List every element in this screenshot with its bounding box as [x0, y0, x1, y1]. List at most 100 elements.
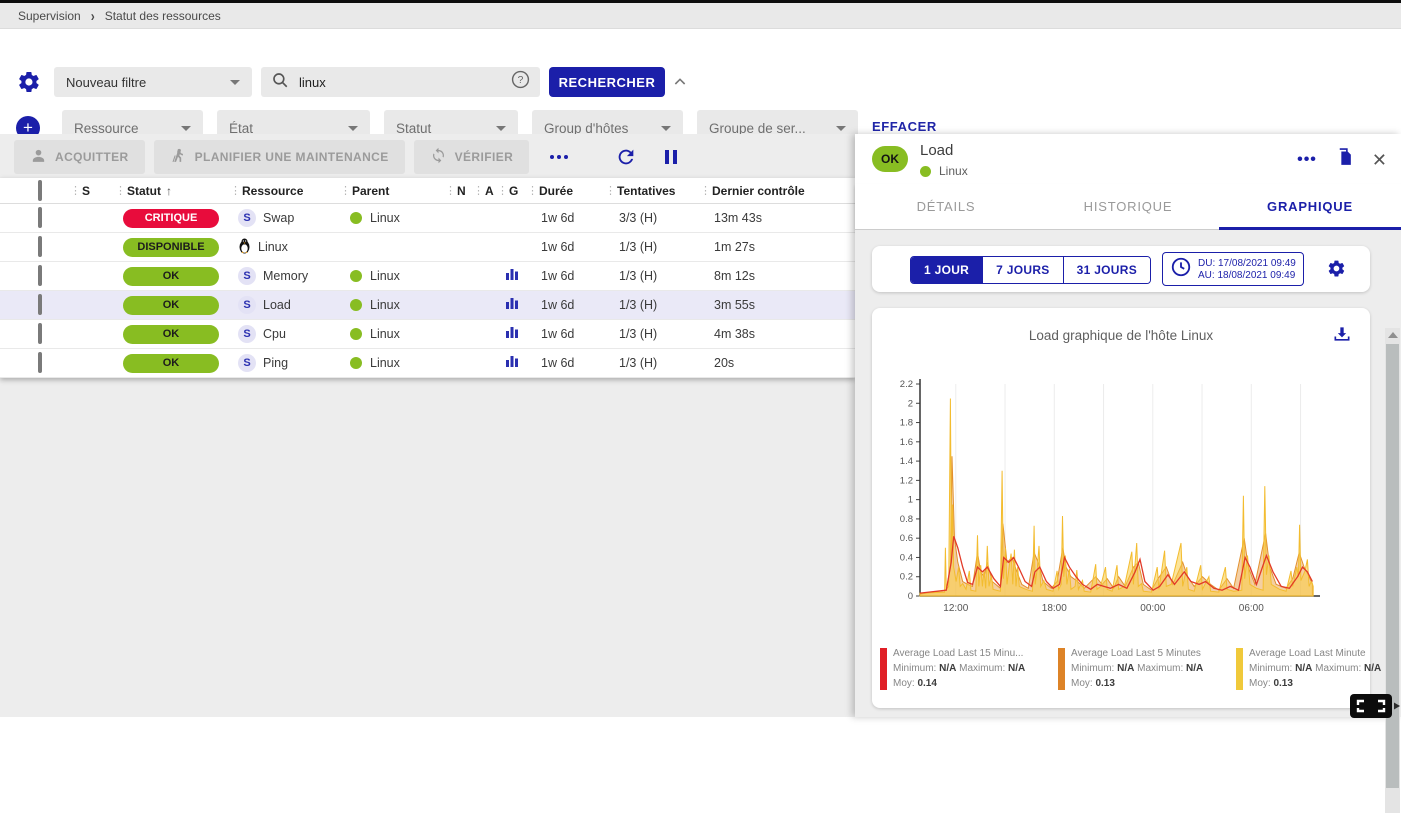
parent-cell[interactable]: Linux	[340, 356, 445, 370]
breadcrumb-item-supervision[interactable]: Supervision	[18, 8, 81, 23]
graph-icon[interactable]	[505, 296, 519, 315]
drag-handle-icon[interactable]: ⋮	[70, 185, 81, 197]
drag-handle-icon[interactable]: ⋮	[700, 185, 711, 197]
legend-item[interactable]: Average Load Last Minute Minimum: N/A Max…	[1236, 646, 1401, 691]
panel-scrollbar[interactable]	[1385, 328, 1400, 813]
drag-handle-icon[interactable]: ⋮	[497, 185, 508, 197]
time-button-1-jour[interactable]: 1 JOUR	[911, 257, 984, 283]
person-icon	[30, 147, 47, 167]
resource-cell[interactable]: S Cpu	[230, 325, 340, 343]
panel-more-icon[interactable]: •••	[1297, 150, 1317, 168]
parent-cell[interactable]: Linux	[340, 211, 445, 225]
tab-graphique[interactable]: GRAPHIQUE	[1219, 184, 1401, 230]
graph-icon[interactable]	[505, 267, 519, 286]
scrollbar-thumb[interactable]	[1386, 344, 1399, 788]
resource-cell[interactable]: S Swap	[230, 209, 340, 227]
chevron-down-icon	[496, 125, 506, 131]
tries-cell: 3/3 (H)	[619, 211, 658, 225]
breadcrumb-item-resources[interactable]: Statut des ressources	[104, 8, 221, 23]
column-header[interactable]: ⋮ Ressource	[230, 183, 304, 198]
resource-cell[interactable]: S Load	[230, 296, 340, 314]
legend-swatch	[1236, 648, 1243, 690]
check-button[interactable]: VÉRIFIER	[413, 140, 530, 174]
tab-détails[interactable]: DÉTAILS	[916, 199, 976, 214]
time-button-7-jours[interactable]: 7 JOURS	[983, 257, 1064, 283]
row-checkbox[interactable]	[38, 352, 42, 373]
status-chip[interactable]: OK	[123, 324, 219, 344]
graph-icon[interactable]	[505, 325, 519, 344]
status-chip[interactable]: DISPONIBLE	[123, 237, 219, 257]
legend-item[interactable]: Average Load Last 5 Minutes Minimum: N/A …	[1058, 646, 1236, 691]
table-row[interactable]: OK S Memory Linux 1w 6d 1/3 (H) 8m 12s	[0, 262, 855, 291]
graph-icon[interactable]	[505, 354, 519, 373]
scroll-up-arrow-icon[interactable]	[1388, 332, 1398, 338]
row-checkbox[interactable]	[38, 323, 42, 344]
saved-filter-select[interactable]: Nouveau filtre	[54, 67, 252, 97]
help-icon[interactable]: ?	[511, 70, 530, 94]
status-chip[interactable]: OK	[123, 266, 219, 286]
time-button-31-jours[interactable]: 31 JOURS	[1063, 257, 1151, 283]
download-icon[interactable]	[1332, 324, 1352, 349]
tab-historique[interactable]: HISTORIQUE	[1083, 199, 1173, 214]
table-row[interactable]: OK S Cpu Linux 1w 6d 1/3 (H) 4m 38s	[0, 320, 855, 349]
drag-handle-icon[interactable]: ⋮	[230, 185, 241, 197]
row-checkbox[interactable]	[38, 265, 42, 286]
pause-icon	[665, 150, 678, 164]
parent-cell[interactable]: Linux	[340, 298, 445, 312]
search-input[interactable]	[299, 74, 501, 90]
drag-handle-icon[interactable]: ⋮	[473, 185, 484, 197]
column-header[interactable]: ⋮ Tentatives	[605, 183, 676, 198]
table-row[interactable]: DISPONIBLE Linux 1w 6d 1/3 (H) 1m 27s	[0, 233, 855, 262]
pause-button[interactable]	[656, 142, 686, 172]
graph-title: Load graphique de l'hôte Linux	[1028, 328, 1214, 343]
parent-cell[interactable]: Linux	[340, 269, 445, 283]
clear-filters-button[interactable]: EFFACER	[872, 119, 937, 134]
column-header[interactable]: ⋮ Statut ↑	[115, 183, 172, 198]
chevron-up-icon[interactable]	[672, 74, 688, 90]
column-header[interactable]: ⋮ S	[70, 183, 91, 198]
status-chip[interactable]: OK	[123, 295, 219, 315]
select-all-checkbox[interactable]	[38, 179, 42, 201]
table-row[interactable]: OK S Load Linux 1w 6d 1/3 (H) 3m 55s	[0, 291, 855, 320]
tries-cell: 1/3 (H)	[619, 298, 658, 312]
column-header[interactable]: ⋮ Durée	[527, 183, 574, 198]
drag-handle-icon[interactable]: ⋮	[445, 185, 456, 197]
refresh-button[interactable]	[611, 142, 641, 172]
svg-text:?: ?	[518, 75, 524, 86]
resource-cell[interactable]: S Memory	[230, 267, 340, 285]
column-header[interactable]: ⋮ N	[445, 183, 466, 198]
resource-cell[interactable]: Linux	[230, 238, 340, 257]
close-icon[interactable]: ✕	[1371, 149, 1387, 170]
more-actions-button[interactable]	[544, 142, 574, 172]
sync-icon	[430, 147, 447, 167]
acknowledge-button[interactable]: ACQUITTER	[14, 140, 145, 174]
row-checkbox[interactable]	[38, 207, 42, 228]
resource-cell[interactable]: S Ping	[230, 354, 340, 372]
table-row[interactable]: OK S Ping Linux 1w 6d 1/3 (H) 20s	[0, 349, 855, 378]
row-checkbox[interactable]	[38, 294, 42, 315]
search-box[interactable]: ?	[261, 67, 540, 97]
row-checkbox[interactable]	[38, 236, 42, 257]
drag-handle-icon[interactable]: ⋮	[115, 185, 126, 197]
column-header[interactable]: ⋮ A	[473, 183, 494, 198]
table-row[interactable]: CRITIQUE S Swap Linux 1w 6d 3/3 (H) 13m 43s	[0, 204, 855, 233]
date-range-picker[interactable]: DU: 17/08/2021 09:49 AU: 18/08/2021 09:4…	[1162, 252, 1304, 286]
drag-handle-icon[interactable]: ⋮	[605, 185, 616, 197]
drag-handle-icon[interactable]: ⋮	[340, 185, 351, 197]
drag-handle-icon[interactable]: ⋮	[527, 185, 538, 197]
status-chip[interactable]: CRITIQUE	[123, 208, 219, 228]
column-header[interactable]: ⋮ G	[497, 183, 519, 198]
parent-cell[interactable]: Linux	[340, 327, 445, 341]
copy-link-icon[interactable]	[1335, 146, 1354, 173]
column-header[interactable]: ⋮ Parent	[340, 183, 390, 198]
status-chip[interactable]: OK	[123, 353, 219, 373]
last-check-cell: 13m 43s	[714, 211, 762, 225]
downtime-button[interactable]: PLANIFIER UNE MAINTENANCE	[153, 140, 405, 174]
search-button[interactable]: RECHERCHER	[549, 67, 665, 97]
filter-settings-gear-icon[interactable]	[17, 70, 41, 94]
legend-item[interactable]: Average Load Last 15 Minu... Minimum: N/A…	[880, 646, 1058, 691]
graph-settings-gear-icon[interactable]	[1327, 259, 1346, 283]
tries-cell: 1/3 (H)	[619, 240, 658, 254]
column-header[interactable]: ⋮ Dernier contrôle	[700, 183, 805, 198]
svg-text:1: 1	[908, 495, 913, 506]
